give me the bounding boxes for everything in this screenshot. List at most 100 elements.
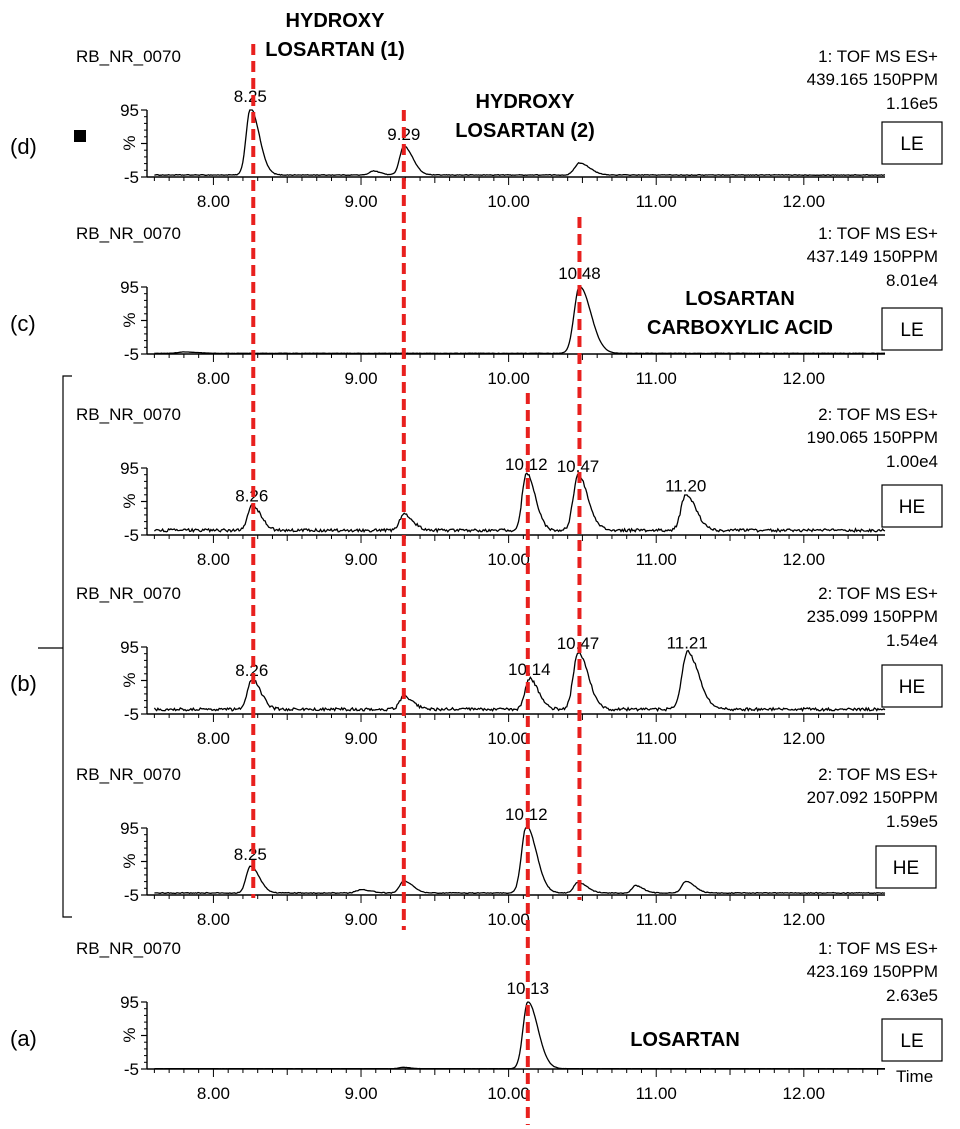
compound-annotations: HYDROXY LOSARTAN (1) HYDROXY LOSARTAN (2) LO… xyxy=(265,10,833,1051)
function-label: 1: TOF MS ES+ xyxy=(818,939,938,958)
compound-label: LOSARTAN xyxy=(630,1029,740,1051)
peak-label: 11.20 xyxy=(665,476,706,495)
peak-label: 10.12 xyxy=(505,805,548,824)
y-tick-label-top: 95 xyxy=(120,819,139,838)
y-unit-label: % xyxy=(120,494,139,509)
intensity-label: 1.54e4 xyxy=(886,631,938,650)
trace-line xyxy=(154,827,886,895)
x-tick-label: 12.00 xyxy=(783,192,826,211)
mass-label: 235.099 150PPM xyxy=(807,607,938,626)
energy-label: HE xyxy=(893,858,919,879)
sample-name: RB_NR_0070 xyxy=(76,47,181,66)
x-tick-label: 9.00 xyxy=(344,550,377,569)
energy-label: LE xyxy=(900,1031,923,1052)
y-unit-label: % xyxy=(120,1028,139,1043)
compound-label: LOSARTAN (1) xyxy=(265,39,405,61)
function-label: 2: TOF MS ES+ xyxy=(818,584,938,603)
panel-6: 95% -5 8.00 9.00 10.00 11.00 12.00 Time RB_NR_00… xyxy=(10,939,943,1103)
energy-label: LE xyxy=(900,320,923,341)
legend-square-icon xyxy=(74,130,86,142)
peak-label: 8.26 xyxy=(235,661,268,680)
energy-label: HE xyxy=(899,677,925,698)
x-tick-label: 9.00 xyxy=(344,369,377,388)
panel-label: (d) xyxy=(10,134,37,159)
y-tick-label-top: 95 xyxy=(120,459,139,478)
compound-label: LOSARTAN (2) xyxy=(455,120,595,142)
compound-label: LOSARTAN xyxy=(685,288,795,310)
x-tick-label: 12.00 xyxy=(783,1084,826,1103)
panel-label: (b) xyxy=(10,671,37,696)
peak-label: 8.25 xyxy=(234,845,267,864)
intensity-label: 1.00e4 xyxy=(886,452,938,471)
x-tick-label: 12.00 xyxy=(783,369,826,388)
x-tick-label: 9.00 xyxy=(344,192,377,211)
x-tick-label: 9.00 xyxy=(344,1084,377,1103)
x-tick-label: 12.00 xyxy=(783,910,826,929)
x-tick-label: 8.00 xyxy=(197,550,230,569)
y-unit-label: % xyxy=(120,673,139,688)
x-tick-label: 8.00 xyxy=(197,729,230,748)
x-tick-label: 8.00 xyxy=(197,1084,230,1103)
mass-label: 437.149 150PPM xyxy=(807,247,938,266)
energy-box xyxy=(881,307,943,351)
x-tick-label: 12.00 xyxy=(783,550,826,569)
x-tick-label: 10.00 xyxy=(487,550,530,569)
y-tick-label-top: 95 xyxy=(120,101,139,120)
y-tick-label-top: 95 xyxy=(120,278,139,297)
energy-box xyxy=(875,845,937,889)
compound-label: HYDROXY xyxy=(286,10,386,32)
bracket xyxy=(62,375,72,918)
mass-label: 423.169 150PPM xyxy=(807,962,938,981)
sample-name: RB_NR_0070 xyxy=(76,584,181,603)
x-tick-label: 10.00 xyxy=(487,369,530,388)
intensity-label: 8.01e4 xyxy=(886,271,938,290)
x-tick-label: 11.00 xyxy=(636,192,677,211)
intensity-label: 2.63e5 xyxy=(886,986,938,1005)
panel-label: (c) xyxy=(10,311,36,336)
trace-line xyxy=(154,286,886,355)
x-tick-label: 11.00 xyxy=(636,910,677,929)
trace-line xyxy=(154,1001,886,1070)
y-tick-label-top: 95 xyxy=(120,993,139,1012)
x-tick-label: 9.00 xyxy=(344,729,377,748)
peak-label: 11.21 xyxy=(667,633,708,652)
y-unit-label: % xyxy=(120,136,139,151)
y-tick-label-bottom: -5 xyxy=(124,705,139,724)
intensity-label: 1.16e5 xyxy=(886,94,938,113)
x-axis-label: Time xyxy=(896,1067,933,1086)
x-tick-label: 11.00 xyxy=(636,550,677,569)
sample-name: RB_NR_0070 xyxy=(76,765,181,784)
function-label: 1: TOF MS ES+ xyxy=(818,47,938,66)
x-tick-label: 10.00 xyxy=(487,192,530,211)
energy-box xyxy=(881,1018,943,1062)
trace-line xyxy=(153,472,886,534)
y-tick-label-bottom: -5 xyxy=(124,168,139,187)
sample-name: RB_NR_0070 xyxy=(76,939,181,958)
panel-4: 95% -5 8.00 9.00 10.00 11.00 12.00 RB_NR_0070 2:… xyxy=(10,584,943,748)
x-tick-label: 8.00 xyxy=(197,910,230,929)
trace-line xyxy=(153,649,886,713)
mass-label: 207.092 150PPM xyxy=(807,788,938,807)
panel-label: (a) xyxy=(10,1026,37,1051)
panel-2: 95% -5 8.00 9.00 10.00 11.00 12.00 RB_NR_0070 1:… xyxy=(10,224,943,388)
function-label: 1: TOF MS ES+ xyxy=(818,224,938,243)
energy-label: HE xyxy=(899,497,925,518)
x-tick-label: 10.00 xyxy=(487,910,530,929)
x-tick-label: 8.00 xyxy=(197,369,230,388)
x-tick-label: 11.00 xyxy=(636,729,677,748)
y-unit-label: % xyxy=(120,313,139,328)
trace-line xyxy=(154,109,886,177)
y-tick-label-bottom: -5 xyxy=(124,1060,139,1079)
x-tick-label: 10.00 xyxy=(487,1084,530,1103)
intensity-label: 1.59e5 xyxy=(886,812,938,831)
compound-label: HYDROXY xyxy=(476,91,576,113)
function-label: 2: TOF MS ES+ xyxy=(818,405,938,424)
x-tick-label: 10.00 xyxy=(487,729,530,748)
retention-markers xyxy=(251,44,582,1125)
y-tick-label-bottom: -5 xyxy=(124,526,139,545)
function-label: 2: TOF MS ES+ xyxy=(818,765,938,784)
y-tick-label-bottom: -5 xyxy=(124,886,139,905)
peak-label: 10.47 xyxy=(557,457,600,476)
y-tick-label-top: 95 xyxy=(120,638,139,657)
